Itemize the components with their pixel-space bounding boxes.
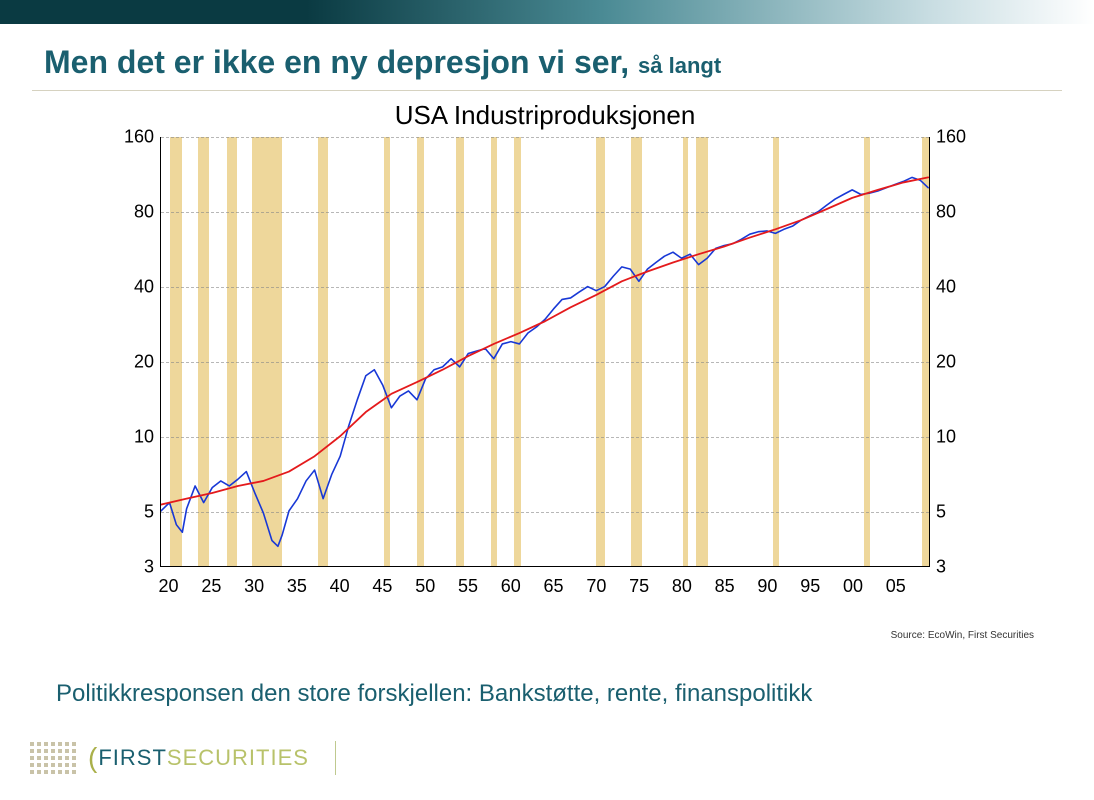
y-axis-label-right: 160 [936,127,980,148]
slide-title-main: Men det er ikke en ny depresjon vi ser, [44,44,629,80]
x-axis-label: 55 [458,576,478,597]
y-axis-label-left: 20 [110,351,154,372]
x-axis-label: 65 [544,576,564,597]
series-industrial_production [161,177,928,546]
series-trend [161,177,928,504]
y-axis-label-right: 5 [936,501,980,522]
source-text: Source: EcoWin, First Securities [891,630,1034,641]
x-axis-label: 60 [501,576,521,597]
x-axis-label: 25 [201,576,221,597]
y-axis-label-right: 10 [936,426,980,447]
logo-dots-icon [30,742,76,774]
y-axis-label-left: 40 [110,276,154,297]
logo-block: (FIRSTSECURITIES [30,738,336,778]
y-axis-label-left: 10 [110,426,154,447]
y-axis-label-right: 40 [936,276,980,297]
slide-title: Men det er ikke en ny depresjon vi ser, … [44,44,721,81]
chart-container: USA Industriproduksjonen 335510102020404… [110,100,980,660]
x-axis-label: 50 [415,576,435,597]
chart-title: USA Industriproduksjonen [110,100,980,131]
logo-paren-icon: ( [88,742,98,773]
footnote-text: Politikkresponsen den store forskjellen:… [56,680,812,708]
x-axis-label: 80 [672,576,692,597]
x-axis-label: 90 [757,576,777,597]
header-gradient-bar [0,0,1094,24]
plot-frame [160,137,930,567]
x-axis-label: 70 [586,576,606,597]
x-axis-label: 40 [330,576,350,597]
x-axis-label: 00 [843,576,863,597]
y-axis-label-right: 80 [936,201,980,222]
x-axis-label: 30 [244,576,264,597]
y-axis-label-right: 3 [936,557,980,578]
y-axis-label-right: 20 [936,351,980,372]
x-axis-label: 45 [372,576,392,597]
x-axis-label: 95 [800,576,820,597]
x-axis-label: 20 [159,576,179,597]
x-axis-label: 75 [629,576,649,597]
logo-first: FIRST [98,745,167,770]
slide-title-sub: så langt [638,53,721,78]
y-axis-label-left: 80 [110,201,154,222]
y-axis-label-left: 5 [110,501,154,522]
logo-sec: SECURITIES [167,745,309,770]
logo-text: (FIRSTSECURITIES [88,742,309,774]
plot-wrap: 3355101020204040808016016020253035404550… [110,137,980,597]
x-axis-label: 35 [287,576,307,597]
y-axis-label-left: 3 [110,557,154,578]
logo-divider [335,741,336,775]
y-axis-label-left: 160 [110,127,154,148]
x-axis-label: 05 [886,576,906,597]
title-divider [32,90,1062,91]
x-axis-label: 85 [715,576,735,597]
series-svg [161,137,929,566]
